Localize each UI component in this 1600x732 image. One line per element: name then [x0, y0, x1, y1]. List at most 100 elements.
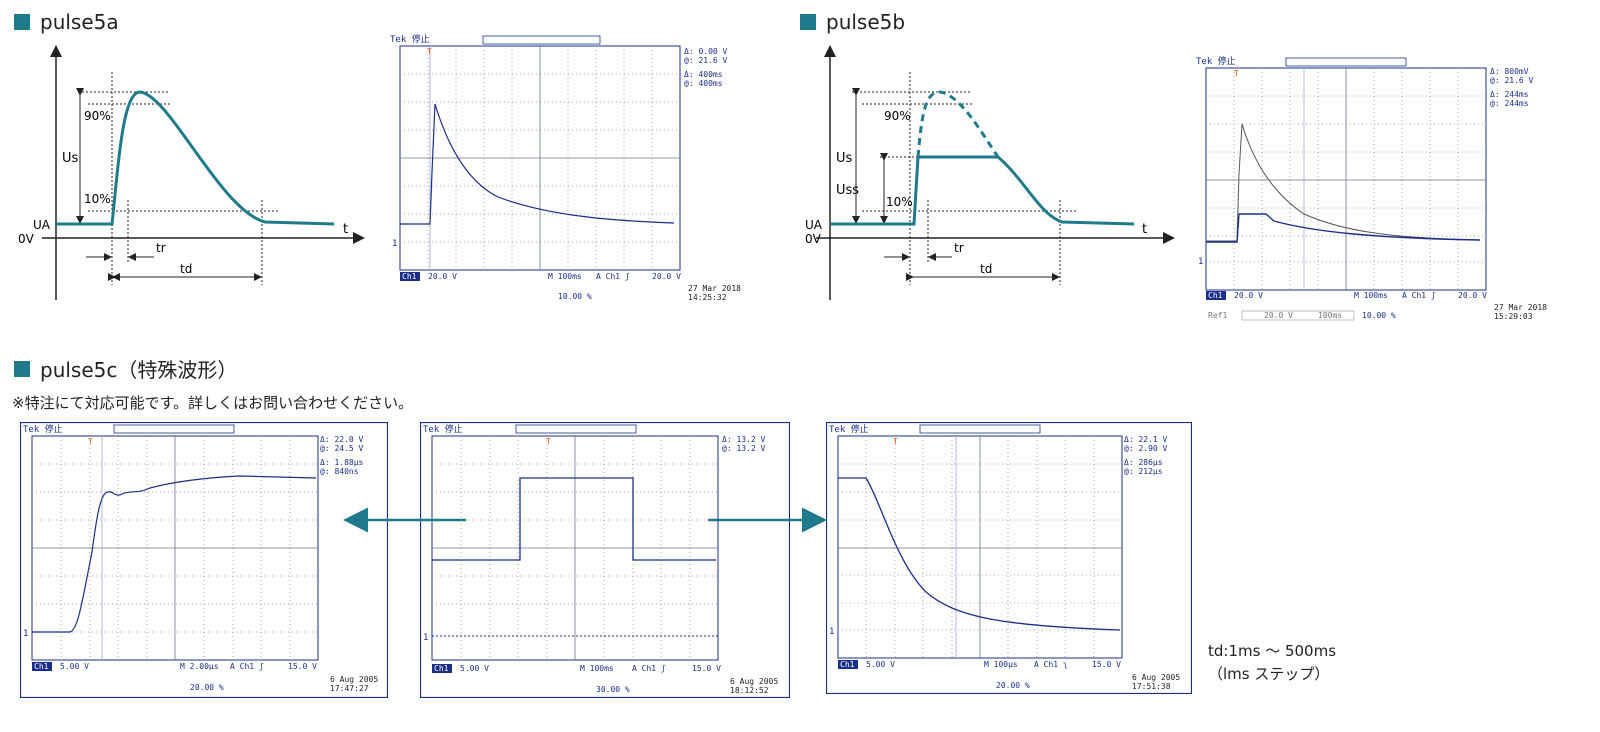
pulse-waveform	[830, 155, 1135, 226]
cursor-at-v: @: 21.6 V	[1490, 76, 1534, 85]
trigger-source: A Ch1 ʃ	[230, 662, 264, 671]
section-title-pulse5c: pulse5c（特殊波形）	[14, 354, 237, 383]
trigger-level: 20.0 V	[652, 272, 681, 281]
channel-marker: 1	[23, 629, 28, 639]
scope-trace	[400, 103, 675, 225]
cursor-at-v: @: 24.5 V	[320, 444, 364, 453]
trigger-source: A Ch1 ʅ	[1034, 660, 1068, 669]
pulse5b-diagram: Us Uss 90% 10% UA 0V t tr td	[805, 45, 1175, 300]
scope-date: 6 Aug 2005	[730, 677, 778, 686]
label-0v: 0V	[18, 232, 35, 246]
timebase: M 100ms	[548, 272, 582, 281]
trigger-position: 20.00 %	[996, 681, 1030, 690]
trigger-position: 20.00 %	[190, 683, 224, 692]
channel-marker: 1	[829, 627, 834, 637]
scope-trace	[32, 475, 317, 633]
volts-per-div: 5.00 V	[866, 660, 895, 669]
td-range-line: td:1ms 〜 500ms	[1208, 642, 1337, 660]
scope-header: Tek 停止	[1196, 55, 1236, 67]
label-0v: 0V	[805, 232, 822, 246]
scope-pulse5c-rise: Tek 停止 T 1 Δ: 22.0 V @: 24.5 V Δ: 1.88μs…	[20, 422, 388, 698]
section-title-pulse5a: pulse5a	[14, 10, 119, 34]
scope-header: Tek 停止	[23, 423, 63, 435]
label-90: 90%	[84, 109, 111, 123]
section-title-pulse5b: pulse5b	[800, 10, 905, 34]
trigger-source: A Ch1 ʃ	[1402, 291, 1436, 300]
scope-pulse5a: Tek 停止 T 1 Δ: 0.00 V @: 21.6 V Δ: 400ms …	[390, 33, 741, 302]
cursor-delta-v: Δ: 13.2 V	[722, 435, 766, 444]
channel-marker: 1	[1198, 257, 1203, 267]
volts-per-div: 5.00 V	[460, 664, 489, 673]
scope-date: 6 Aug 2005	[1132, 673, 1180, 682]
label-tr: tr	[156, 241, 166, 255]
channel-label: Ch1	[434, 664, 449, 673]
reference-time: 100ms	[1318, 311, 1342, 320]
square-bullet-icon	[14, 360, 30, 377]
scope-pulse5b: Tek 停止 T 1 Δ: 800mV @: 21.6 V Δ: 244ms @…	[1196, 55, 1547, 321]
scope-trace	[838, 477, 1121, 631]
cursor-at-v: @: 13.2 V	[722, 444, 766, 453]
cursor-delta-t: Δ: 244ms	[1490, 90, 1529, 99]
square-bullet-icon	[14, 14, 30, 30]
pulse-waveform	[56, 90, 335, 226]
trigger-position: 10.00 %	[558, 292, 592, 301]
square-bullet-icon	[800, 14, 816, 30]
channel-label: Ch1	[840, 660, 855, 669]
label-90: 90%	[884, 109, 911, 123]
cursor-delta-t: Δ: 400ms	[684, 70, 723, 79]
channel-label: Ch1	[34, 662, 49, 671]
cursor-delta-v: Δ: 22.0 V	[320, 435, 364, 444]
cursor-at-t: @: 400ms	[684, 79, 723, 88]
td-range-note: td:1ms 〜 500ms （lms ステップ）	[1208, 640, 1336, 686]
scope-trace	[432, 477, 716, 561]
trigger-position: 10.00 %	[1362, 311, 1396, 320]
scope-time: 14:25:32	[688, 293, 727, 302]
trigger-level: 15.0 V	[288, 662, 317, 671]
scope-time: 17:47:27	[330, 684, 369, 693]
cursor-delta-t: Δ: 1.88μs	[320, 458, 364, 467]
td-step-line: （lms ステップ）	[1208, 665, 1330, 683]
scope-header: Tek 停止	[423, 423, 463, 435]
cursor-at-v: @: 21.6 V	[684, 56, 728, 65]
pulse5a-diagram: Us 90% 10% UA 0V t tr td	[18, 45, 365, 300]
section-title-text: pulse5a	[40, 10, 119, 34]
label-td: td	[180, 262, 192, 276]
scope-header: Tek 停止	[390, 33, 430, 45]
timebase: M 2.00μs	[180, 662, 219, 671]
label-tr: tr	[954, 241, 964, 255]
label-10: 10%	[886, 195, 913, 209]
label-10: 10%	[84, 192, 111, 206]
timebase: M 100ms	[580, 664, 614, 673]
cursor-delta-t: Δ: 286μs	[1124, 458, 1163, 467]
cursor-at-t: @: 212μs	[1124, 467, 1163, 476]
label-us: Us	[836, 151, 853, 166]
volts-per-div: 20.0 V	[428, 272, 457, 281]
cursor-at-t: @: 244ms	[1490, 99, 1529, 108]
cursor-at-v: @: 2.90 V	[1124, 444, 1168, 453]
trigger-level: 15.0 V	[692, 664, 721, 673]
label-us: Us	[62, 151, 79, 166]
scope-date: 27 Mar 2018	[688, 284, 741, 293]
scope-time: 15:29:03	[1494, 312, 1533, 321]
label-td: td	[980, 262, 992, 276]
trigger-level: 15.0 V	[1092, 660, 1121, 669]
trigger-source: A Ch1 ʃ	[596, 272, 630, 281]
trigger-marker: T	[88, 437, 93, 446]
cursor-delta-v: Δ: 0.00 V	[684, 47, 728, 56]
scope-pulse5c-center: Tek 停止 T 1 Δ: 13.2 V @: 13.2 V Ch1 5.00 …	[420, 422, 790, 698]
section-title-text: pulse5c（特殊波形）	[40, 358, 238, 382]
scope-date: 6 Aug 2005	[330, 675, 378, 684]
trigger-marker: T	[427, 47, 432, 56]
channel-label: Ch1	[1208, 291, 1223, 300]
reference-volts: 20.0 V	[1264, 311, 1293, 320]
label-t: t	[343, 222, 348, 237]
trigger-position: 30.00 %	[596, 685, 630, 694]
cursor-delta-v: Δ: 22.1 V	[1124, 435, 1168, 444]
cursor-at-t: @: 840ns	[320, 467, 359, 476]
cursor-delta-v: Δ: 800mV	[1490, 67, 1529, 76]
scope-date: 27 Mar 2018	[1494, 303, 1547, 312]
volts-per-div: 20.0 V	[1234, 291, 1263, 300]
custom-order-note: ※特注にて対応可能です。詳しくはお問い合わせください。	[12, 394, 414, 412]
reference-trace	[1206, 123, 1481, 242]
reference-label: Ref1	[1208, 311, 1227, 320]
